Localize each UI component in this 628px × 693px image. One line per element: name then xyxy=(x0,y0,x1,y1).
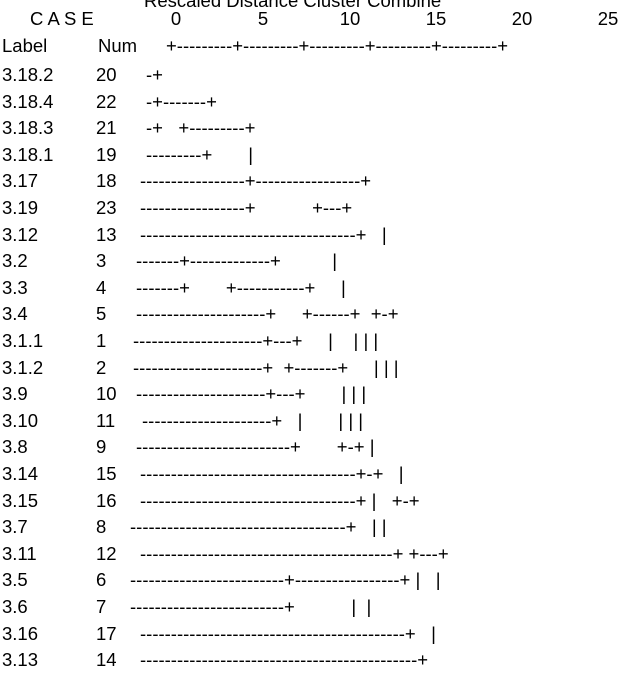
case-label: 3.11 xyxy=(2,542,37,564)
case-number: 10 xyxy=(96,383,117,405)
case-number: 23 xyxy=(96,197,117,218)
case-label: 3.12 xyxy=(2,223,39,245)
case-number: 15 xyxy=(96,463,117,484)
case-number: 3 xyxy=(96,250,107,272)
scale-tick-5: 5 xyxy=(257,8,269,29)
scale-tick-10: 10 xyxy=(339,8,361,29)
case-number: 17 xyxy=(96,622,117,644)
case-label: 3.18.4 xyxy=(2,90,54,112)
dendrogram-branch: -------------------------+ +-+ | xyxy=(136,436,375,458)
case-header: C A S E xyxy=(30,8,94,29)
case-number: 4 xyxy=(96,276,107,298)
case-label: 3.1.2 xyxy=(2,356,44,378)
dendrogram-branch: ---------------------+---+ | | | xyxy=(136,383,367,405)
case-label: 3.17 xyxy=(2,170,39,192)
case-label: 3.19 xyxy=(2,197,39,218)
dendrogram-branch: -+-------+ xyxy=(146,90,217,112)
dendrogram-branch: -------------------------+--------------… xyxy=(130,569,441,591)
case-label: 3.18.2 xyxy=(2,64,54,85)
case-number: 13 xyxy=(96,223,117,245)
case-number: 6 xyxy=(96,569,107,591)
dendrogram-branch: -------------------------+ | | xyxy=(130,596,372,617)
case-label: 3.18.3 xyxy=(2,117,54,139)
case-number: 21 xyxy=(96,117,117,139)
label-column-header: Label xyxy=(2,35,48,56)
case-number: 9 xyxy=(96,436,107,458)
case-label: 3.13 xyxy=(2,649,39,671)
case-number: 2 xyxy=(96,356,107,378)
scale-tick-25: 25 xyxy=(597,8,619,29)
dendrogram-branch: ---------------------+ | | | | xyxy=(142,409,364,431)
case-label: 3.18.1 xyxy=(2,143,54,165)
dendrogram-branch: -----------------------------------+-+ | xyxy=(140,463,404,484)
dendrogram-branch: -+ xyxy=(146,64,163,85)
case-number: 12 xyxy=(96,542,117,564)
case-label: 3.5 xyxy=(2,569,28,591)
scale-axis-line: +---------+---------+---------+---------… xyxy=(166,35,509,56)
case-label: 3.16 xyxy=(2,622,39,644)
dendrogram-branch: ---------+ | xyxy=(146,143,254,165)
dendrogram-branch: ---------------------+ +------+ +-+ xyxy=(136,303,399,325)
case-number: 16 xyxy=(96,489,117,511)
case-number: 8 xyxy=(96,516,107,538)
chart-title: Rescaled Distance Cluster Combine xyxy=(144,0,442,11)
case-number: 5 xyxy=(96,303,107,325)
scale-tick-15: 15 xyxy=(425,8,447,29)
dendrogram-branch: ---------------------+ +-------+ | | | xyxy=(133,356,399,378)
case-number: 1 xyxy=(96,330,107,351)
dendrogram-branch: -----------------+-----------------+ xyxy=(140,170,372,192)
case-label: 3.2 xyxy=(2,250,28,272)
case-label: 3.4 xyxy=(2,303,28,325)
case-number: 22 xyxy=(96,90,117,112)
case-number: 14 xyxy=(96,649,117,671)
dendrogram-branch: -----------------------------------+ | xyxy=(140,223,387,245)
dendrogram-branch: ---------------------+---+ | | | | xyxy=(133,330,379,351)
case-label: 3.7 xyxy=(2,516,28,538)
dendrogram-branch: -----------------------------------+ | | xyxy=(130,516,387,538)
case-label: 3.15 xyxy=(2,489,39,511)
dendrogram-branch: ----------------------------------------… xyxy=(140,649,429,671)
case-label: 3.6 xyxy=(2,596,28,617)
dendrogram-branch: -----------------+ +---+ xyxy=(140,197,353,218)
dendrogram-branch: ----------------------------------------… xyxy=(140,542,449,564)
case-label: 3.10 xyxy=(2,409,39,431)
case-number: 11 xyxy=(96,409,116,431)
case-number: 18 xyxy=(96,170,117,192)
case-label: 3.1.1 xyxy=(2,330,44,351)
dendrogram-branch: ----------------------------------------… xyxy=(140,622,436,644)
case-label: 3.9 xyxy=(2,383,28,405)
case-number: 19 xyxy=(96,143,117,165)
case-label: 3.14 xyxy=(2,463,39,484)
case-label: 3.8 xyxy=(2,436,28,458)
case-number: 7 xyxy=(96,596,107,617)
dendrogram-branch: -------+ +-----------+ | xyxy=(136,276,346,298)
dendrogram-branch: -----------------------------------+ | +… xyxy=(140,489,420,511)
scale-tick-20: 20 xyxy=(511,8,533,29)
case-label: 3.3 xyxy=(2,276,28,298)
case-number: 20 xyxy=(96,64,117,85)
num-column-header: Num xyxy=(98,35,138,56)
dendrogram-branch: -+ +---------+ xyxy=(146,117,256,139)
dendrogram-branch: -------+-------------+ | xyxy=(136,250,338,272)
scale-tick-0: 0 xyxy=(170,8,182,29)
